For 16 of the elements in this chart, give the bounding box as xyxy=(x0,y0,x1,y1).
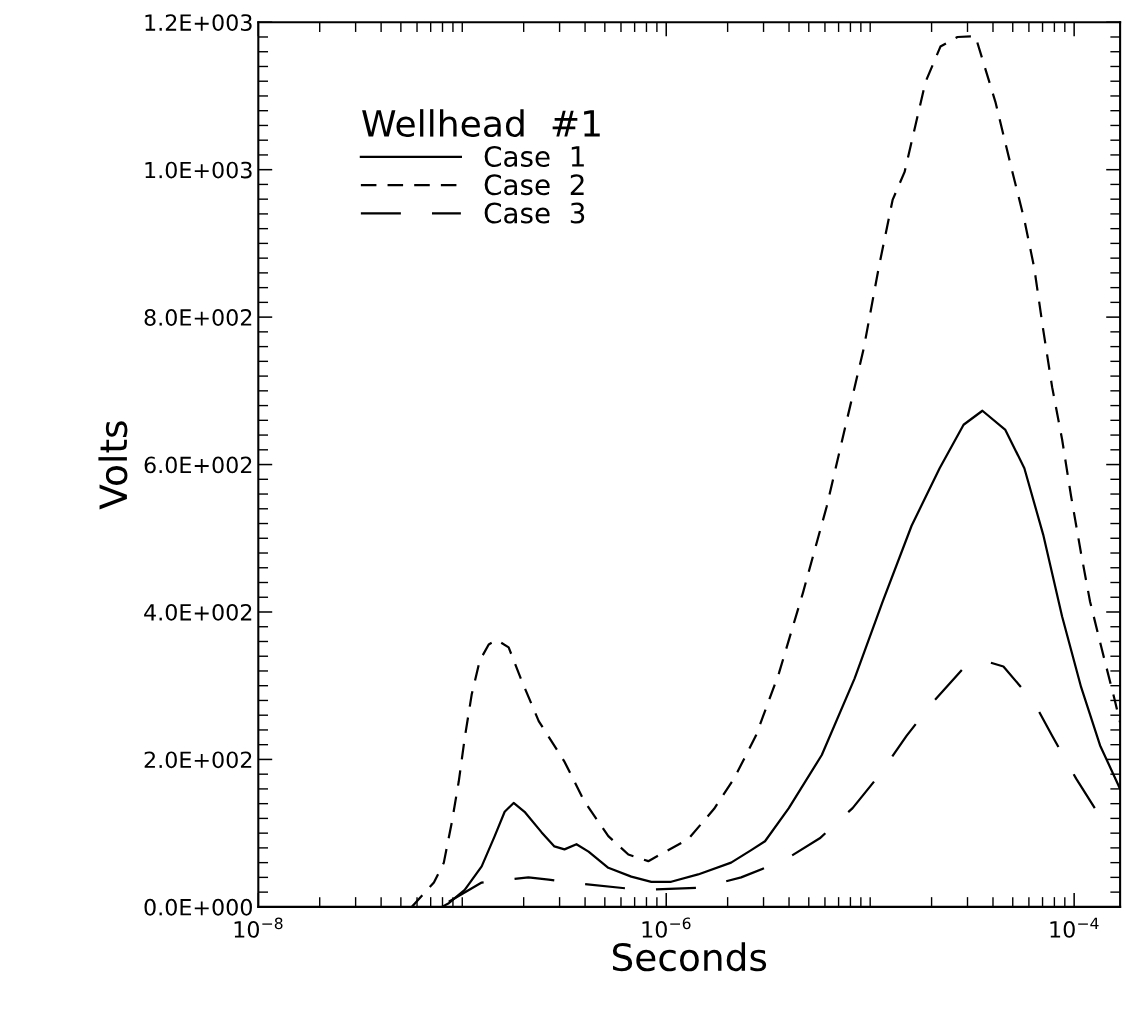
x-tick-label: 10$^{−4}$ xyxy=(1050,917,1099,938)
legend-label: Case 2 xyxy=(484,174,584,196)
y-tick-label: 1.2E+003 xyxy=(145,14,252,31)
legend-label: Case 3 xyxy=(484,202,585,224)
y-axis-title: Volts xyxy=(98,421,128,510)
y-tick-label: 2.0E+002 xyxy=(144,751,252,769)
x-tick-label: 10$^{−8}$ xyxy=(234,917,283,938)
y-tick-label: 4.0E+002 xyxy=(144,603,252,621)
legend-title: Wellhead #1 xyxy=(362,109,600,138)
x-axis-title: Seconds xyxy=(612,942,767,972)
y-tick-label: 8.0E+002 xyxy=(144,309,252,326)
x-tick-label: 10$^{−6}$ xyxy=(642,917,691,938)
legend-label: Case 1 xyxy=(484,145,584,168)
y-tick-label: 0.0E+000 xyxy=(144,898,252,916)
y-tick-label: 6.0E+002 xyxy=(144,456,252,474)
y-tick-label: 1.0E+003 xyxy=(145,161,252,179)
